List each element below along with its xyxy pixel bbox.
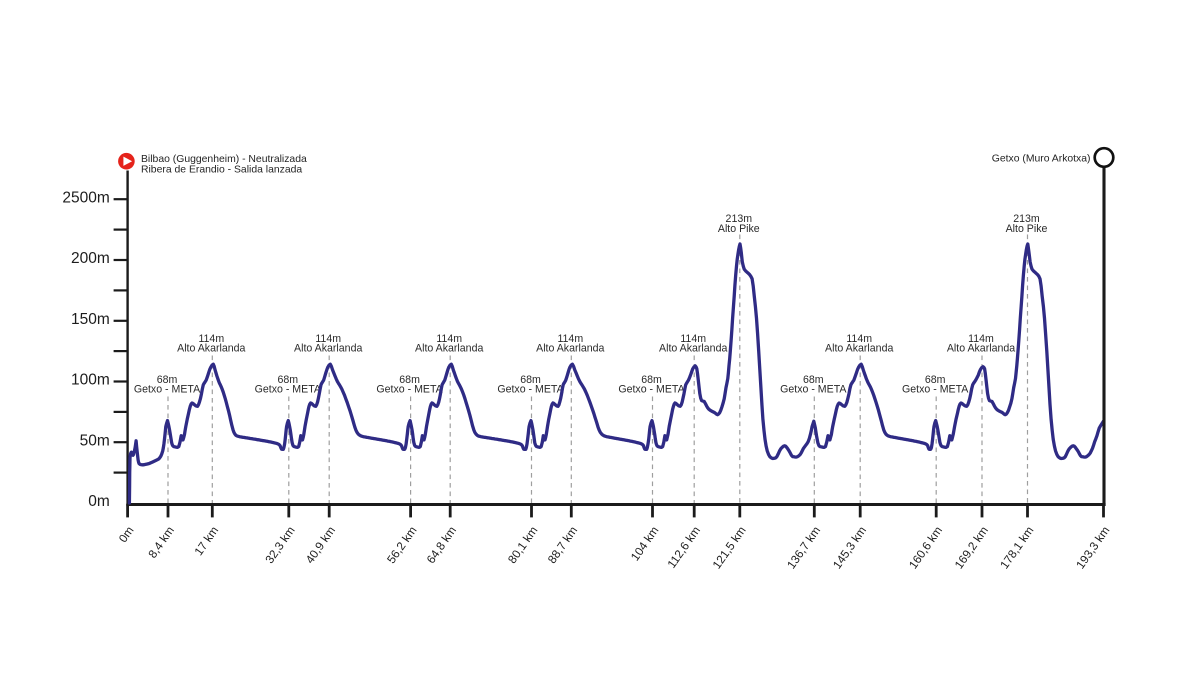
svg-text:2500m: 2500m <box>62 189 109 206</box>
svg-text:Getxo - META: Getxo - META <box>376 383 443 395</box>
svg-text:200m: 200m <box>71 250 110 267</box>
svg-text:114m: 114m <box>436 333 462 345</box>
svg-text:Alto Akarlanda: Alto Akarlanda <box>415 343 483 355</box>
svg-text:Alto Akarlanda: Alto Akarlanda <box>947 343 1015 355</box>
svg-text:68m: 68m <box>641 374 662 386</box>
svg-text:Getxo - META: Getxo - META <box>134 383 201 395</box>
svg-text:Alto Akarlanda: Alto Akarlanda <box>536 343 604 355</box>
svg-text:68m: 68m <box>925 374 946 386</box>
svg-text:Getxo - META: Getxo - META <box>497 383 564 395</box>
svg-text:Bilbao (Guggenheim) - Neutrali: Bilbao (Guggenheim) - Neutralizada <box>141 154 307 165</box>
svg-text:114m: 114m <box>198 333 224 345</box>
svg-text:68m: 68m <box>803 374 824 386</box>
svg-text:Getxo - META: Getxo - META <box>255 383 322 395</box>
svg-text:213m: 213m <box>726 213 753 225</box>
svg-text:Getxo - META: Getxo - META <box>780 383 847 395</box>
svg-text:Alto Pike: Alto Pike <box>1006 223 1048 235</box>
svg-text:68m: 68m <box>399 374 420 386</box>
svg-text:Alto Akarlanda: Alto Akarlanda <box>294 343 362 355</box>
svg-text:114m: 114m <box>680 333 706 345</box>
svg-text:50m: 50m <box>80 432 110 449</box>
svg-text:114m: 114m <box>846 333 872 345</box>
svg-text:150m: 150m <box>71 311 110 328</box>
svg-text:Alto Akarlanda: Alto Akarlanda <box>825 343 893 355</box>
svg-text:114m: 114m <box>968 333 994 345</box>
svg-text:Alto Akarlanda: Alto Akarlanda <box>177 343 245 355</box>
svg-text:Alto Pike: Alto Pike <box>718 223 760 235</box>
svg-text:Ribera de Erandio - Salida lan: Ribera de Erandio - Salida lanzada <box>141 165 302 176</box>
svg-text:213m: 213m <box>1013 213 1040 225</box>
svg-text:Alto Akarlanda: Alto Akarlanda <box>659 343 727 355</box>
svg-text:Getxo (Muro Arkotxa): Getxo (Muro Arkotxa) <box>992 153 1091 164</box>
svg-text:68m: 68m <box>157 374 178 386</box>
svg-text:114m: 114m <box>315 333 341 345</box>
svg-text:100m: 100m <box>71 372 110 389</box>
svg-text:68m: 68m <box>277 374 298 386</box>
svg-text:Getxo - META: Getxo - META <box>902 383 969 395</box>
svg-text:68m: 68m <box>520 374 541 386</box>
svg-text:114m: 114m <box>557 333 583 345</box>
svg-text:0m: 0m <box>88 493 110 510</box>
svg-text:Getxo - META: Getxo - META <box>618 383 685 395</box>
